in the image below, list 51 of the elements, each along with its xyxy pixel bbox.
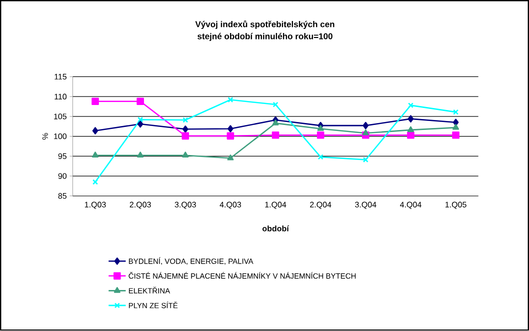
x-tick-label: 4.Q04	[400, 202, 422, 210]
point	[182, 117, 188, 123]
point	[226, 132, 234, 140]
y-tick-label: 110	[54, 94, 67, 100]
point	[92, 127, 98, 135]
point	[316, 132, 324, 139]
x-tick-label: 1.Q05	[445, 202, 466, 210]
point	[362, 122, 369, 130]
point	[137, 152, 144, 158]
y-tick-label: 95	[58, 153, 66, 160]
point	[92, 152, 98, 158]
y-tick-label: 100	[54, 134, 67, 140]
point	[407, 126, 414, 132]
point	[92, 98, 99, 106]
point	[182, 132, 190, 140]
point	[138, 117, 144, 123]
x-tick-label: 3.Q04	[355, 202, 376, 210]
y-tick-label: 115	[54, 74, 66, 80]
y-tick-label: 105	[54, 114, 66, 120]
x-tick-label: 1.Q04	[265, 202, 286, 210]
point	[227, 154, 234, 160]
y-tick-label: 90	[58, 173, 67, 180]
point	[137, 120, 144, 128]
point	[272, 102, 278, 108]
point	[136, 98, 144, 106]
point	[452, 118, 459, 126]
point	[272, 120, 279, 126]
y-tick-label: 85	[58, 193, 66, 199]
x-tick-label: 4.Q03	[220, 202, 242, 210]
chart-title: Vývoj indexů spotřebitelských cen	[195, 20, 334, 30]
point	[228, 125, 234, 133]
point	[182, 126, 188, 133]
point	[408, 115, 414, 123]
x-axis-title: období	[262, 226, 290, 232]
point	[228, 97, 234, 103]
point	[318, 154, 324, 160]
point	[452, 124, 460, 130]
point	[362, 130, 369, 136]
chart-subtitle: stejné období minulého roku=100	[198, 33, 332, 42]
point	[182, 152, 189, 158]
x-tick-label: 2.Q04	[310, 202, 332, 210]
point	[317, 125, 324, 132]
point	[452, 132, 460, 139]
point	[362, 157, 368, 163]
y-axis-title: %	[42, 133, 48, 140]
x-tick-label: 3.Q03	[174, 202, 196, 210]
point	[407, 132, 414, 139]
x-tick-label: 2.Q03	[130, 202, 151, 210]
point	[272, 132, 280, 139]
point	[408, 102, 414, 108]
x-tick-label: 1.Q03	[84, 202, 106, 210]
